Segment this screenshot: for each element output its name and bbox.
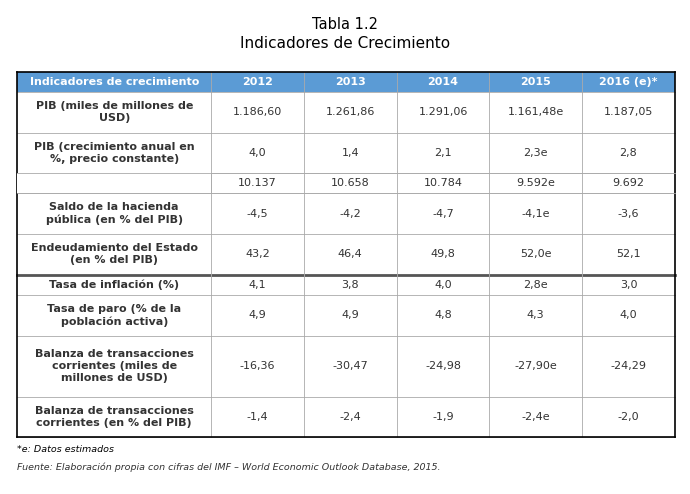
Text: -2,0: -2,0 bbox=[618, 412, 639, 422]
Text: -1,4: -1,4 bbox=[247, 412, 268, 422]
Text: Endeudamiento del Estado
(en % del PIB): Endeudamiento del Estado (en % del PIB) bbox=[31, 244, 198, 265]
Text: 10.137: 10.137 bbox=[238, 178, 277, 188]
Text: 43,2: 43,2 bbox=[245, 249, 270, 259]
Text: Indicadores de Crecimiento: Indicadores de Crecimiento bbox=[240, 36, 450, 50]
Text: 2,1: 2,1 bbox=[434, 148, 452, 158]
Text: -16,36: -16,36 bbox=[240, 361, 275, 371]
Text: -4,5: -4,5 bbox=[247, 209, 268, 219]
Text: 2013: 2013 bbox=[335, 77, 366, 87]
Text: Balanza de transacciones
corrientes (en % del PIB): Balanza de transacciones corrientes (en … bbox=[34, 406, 194, 428]
Text: 1.161,48e: 1.161,48e bbox=[508, 107, 564, 117]
Text: 4,9: 4,9 bbox=[342, 310, 359, 320]
Text: -4,7: -4,7 bbox=[432, 209, 454, 219]
Text: 10.784: 10.784 bbox=[424, 178, 462, 188]
Text: Tabla 1.2: Tabla 1.2 bbox=[312, 17, 378, 32]
Text: 9.592e: 9.592e bbox=[516, 178, 555, 188]
Text: 2014: 2014 bbox=[428, 77, 459, 87]
Text: Tasa de inflación (%): Tasa de inflación (%) bbox=[49, 280, 179, 290]
Text: 4,0: 4,0 bbox=[434, 280, 452, 290]
Text: PIB (crecimiento anual en
%, precio constante): PIB (crecimiento anual en %, precio cons… bbox=[34, 142, 195, 164]
Text: 4,1: 4,1 bbox=[249, 280, 266, 290]
Text: -24,29: -24,29 bbox=[611, 361, 647, 371]
Text: -4,1e: -4,1e bbox=[522, 209, 550, 219]
Text: 4,3: 4,3 bbox=[527, 310, 544, 320]
Text: 2015: 2015 bbox=[520, 77, 551, 87]
Text: 2012: 2012 bbox=[242, 77, 273, 87]
Text: Fuente: Elaboración propia con cifras del IMF – World Economic Outlook Database,: Fuente: Elaboración propia con cifras de… bbox=[17, 463, 441, 472]
Text: 2,8e: 2,8e bbox=[524, 280, 548, 290]
Text: -24,98: -24,98 bbox=[425, 361, 461, 371]
Text: 4,8: 4,8 bbox=[434, 310, 452, 320]
Text: Indicadores de crecimiento: Indicadores de crecimiento bbox=[30, 77, 199, 87]
Text: -30,47: -30,47 bbox=[333, 361, 368, 371]
Text: -27,90e: -27,90e bbox=[514, 361, 557, 371]
Text: 2,8: 2,8 bbox=[620, 148, 638, 158]
Text: PIB (miles de millones de
USD): PIB (miles de millones de USD) bbox=[36, 101, 193, 123]
Text: 4,9: 4,9 bbox=[248, 310, 266, 320]
Text: -2,4e: -2,4e bbox=[522, 412, 550, 422]
Text: 10.658: 10.658 bbox=[331, 178, 370, 188]
Text: -4,2: -4,2 bbox=[339, 209, 361, 219]
Text: -2,4: -2,4 bbox=[339, 412, 361, 422]
Text: 1.291,06: 1.291,06 bbox=[418, 107, 468, 117]
Text: 49,8: 49,8 bbox=[431, 249, 455, 259]
Text: -3,6: -3,6 bbox=[618, 209, 639, 219]
Text: 1.187,05: 1.187,05 bbox=[604, 107, 653, 117]
Text: 9.692: 9.692 bbox=[613, 178, 644, 188]
Text: PIB per cápita (USD): PIB per cápita (USD) bbox=[50, 178, 178, 189]
Text: (USD): (USD) bbox=[115, 178, 155, 188]
Text: per cápita: per cápita bbox=[82, 178, 146, 189]
Text: 46,4: 46,4 bbox=[338, 249, 363, 259]
Text: Tasa de paro (% de la
población activa): Tasa de paro (% de la población activa) bbox=[47, 304, 181, 327]
Text: 52,0e: 52,0e bbox=[520, 249, 551, 259]
Text: -1,9: -1,9 bbox=[432, 412, 454, 422]
Text: Balanza de transacciones
corrientes (miles de
millones de USD): Balanza de transacciones corrientes (mil… bbox=[34, 349, 194, 383]
Text: 1,4: 1,4 bbox=[342, 148, 359, 158]
Text: 2016 (e)*: 2016 (e)* bbox=[599, 77, 658, 87]
Text: PIB: PIB bbox=[90, 178, 115, 188]
Text: 1.261,86: 1.261,86 bbox=[326, 107, 375, 117]
Text: 52,1: 52,1 bbox=[616, 249, 641, 259]
Text: 1.186,60: 1.186,60 bbox=[233, 107, 282, 117]
Text: 3,0: 3,0 bbox=[620, 280, 637, 290]
Text: *e: Datos estimados: *e: Datos estimados bbox=[17, 445, 115, 453]
Text: 2,3e: 2,3e bbox=[524, 148, 548, 158]
Text: 3,8: 3,8 bbox=[342, 280, 359, 290]
Text: 4,0: 4,0 bbox=[249, 148, 266, 158]
Text: Saldo de la hacienda
pública (en % del PIB): Saldo de la hacienda pública (en % del P… bbox=[46, 203, 183, 225]
Text: 4,0: 4,0 bbox=[620, 310, 638, 320]
